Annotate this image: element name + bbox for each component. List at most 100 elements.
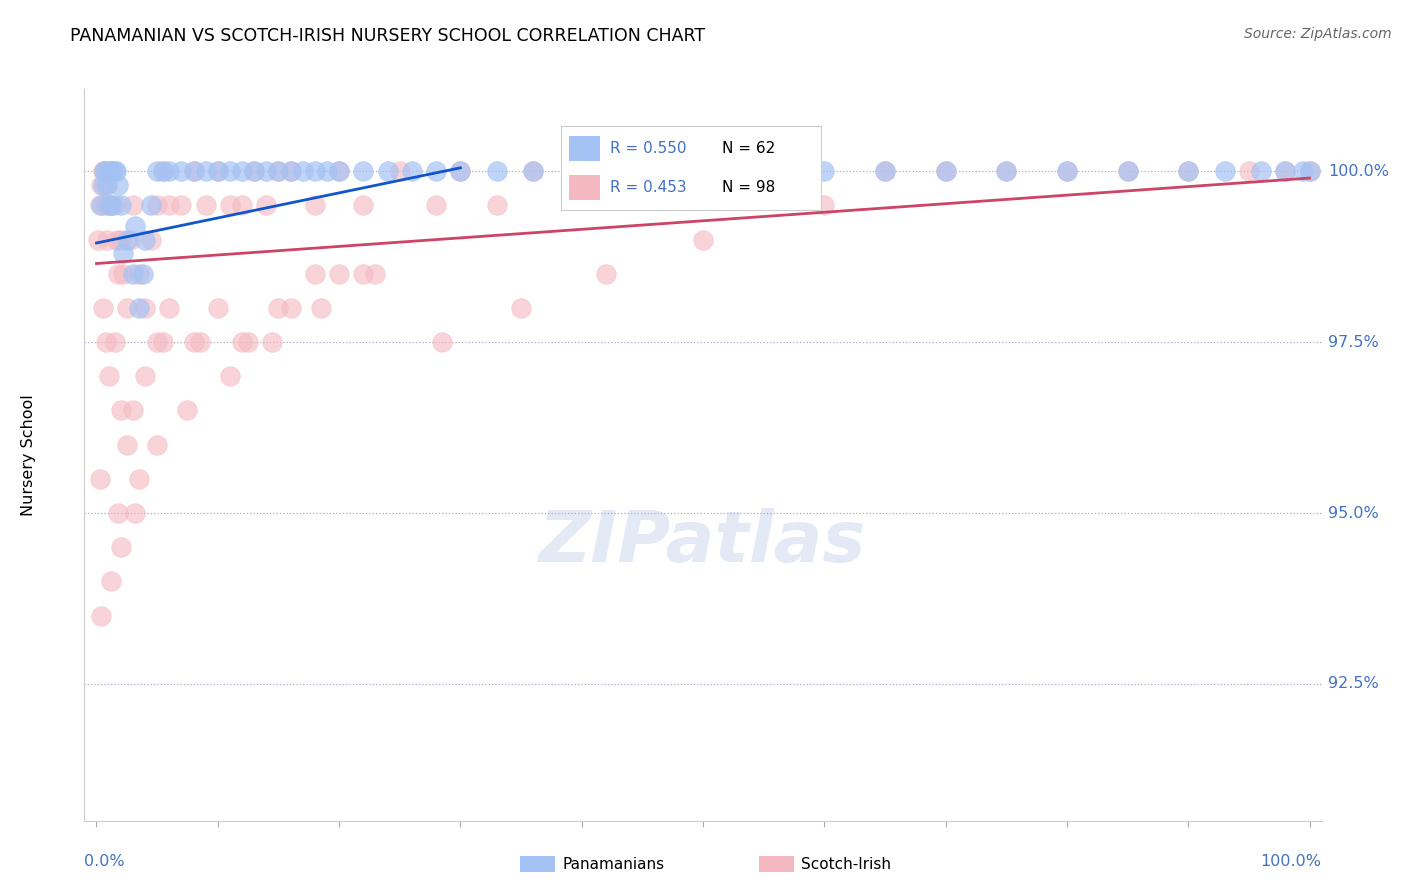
Point: [122, 267, 145, 281]
Point: [716, 164, 738, 178]
Point: [170, 198, 193, 212]
Point: [571, 164, 593, 178]
Point: [91, 301, 114, 315]
Point: [668, 164, 690, 178]
Point: [124, 506, 146, 520]
Point: [104, 335, 127, 350]
Point: [352, 164, 374, 178]
Point: [619, 164, 641, 178]
Point: [124, 219, 146, 233]
Point: [134, 301, 156, 315]
Bar: [568, 175, 600, 200]
Text: N = 98: N = 98: [721, 179, 775, 194]
Point: [183, 335, 205, 350]
Point: [115, 233, 138, 247]
Point: [157, 198, 180, 212]
Point: [100, 164, 122, 178]
Point: [280, 164, 302, 178]
Point: [98, 164, 121, 178]
Point: [1298, 164, 1320, 178]
Text: ZIPatlas: ZIPatlas: [540, 508, 866, 577]
Point: [207, 164, 229, 178]
Point: [115, 301, 138, 315]
Point: [146, 198, 169, 212]
Point: [96, 178, 118, 192]
Point: [425, 198, 447, 212]
Point: [94, 198, 117, 212]
Point: [152, 164, 174, 178]
Point: [485, 198, 508, 212]
Point: [716, 164, 738, 178]
Point: [1274, 164, 1296, 178]
Point: [146, 335, 169, 350]
Point: [194, 164, 217, 178]
Point: [1056, 164, 1078, 178]
Point: [510, 301, 533, 315]
Point: [304, 267, 326, 281]
Point: [328, 267, 350, 281]
Point: [522, 164, 544, 178]
Point: [107, 506, 129, 520]
Point: [280, 164, 302, 178]
Point: [449, 164, 471, 178]
Point: [219, 198, 242, 212]
Point: [101, 198, 124, 212]
Point: [813, 164, 835, 178]
Point: [328, 164, 350, 178]
Text: R = 0.453: R = 0.453: [610, 179, 686, 194]
Point: [131, 267, 153, 281]
Point: [571, 164, 593, 178]
Point: [1213, 164, 1236, 178]
Point: [280, 301, 302, 315]
Point: [183, 164, 205, 178]
Text: Scotch-Irish: Scotch-Irish: [801, 857, 891, 871]
Point: [1250, 164, 1272, 178]
Point: [91, 178, 114, 192]
Point: [231, 198, 253, 212]
Point: [291, 164, 314, 178]
Point: [231, 164, 253, 178]
Point: [96, 164, 118, 178]
Point: [364, 267, 387, 281]
Point: [97, 198, 120, 212]
Point: [104, 164, 127, 178]
Point: [93, 164, 115, 178]
Point: [128, 267, 150, 281]
Point: [128, 301, 150, 315]
Point: [522, 164, 544, 178]
Point: [352, 267, 374, 281]
Point: [1116, 164, 1139, 178]
Point: [122, 198, 145, 212]
Point: [110, 233, 132, 247]
Point: [309, 301, 332, 315]
Point: [101, 164, 124, 178]
Point: [668, 164, 690, 178]
Point: [93, 164, 115, 178]
Point: [432, 335, 454, 350]
Point: [89, 472, 111, 486]
Bar: [568, 136, 600, 161]
Text: 92.5%: 92.5%: [1327, 676, 1378, 691]
Point: [139, 233, 162, 247]
Point: [120, 233, 142, 247]
Point: [128, 472, 150, 486]
Point: [139, 198, 162, 212]
Point: [110, 198, 132, 212]
Point: [267, 164, 290, 178]
Point: [619, 164, 641, 178]
Point: [449, 164, 471, 178]
Point: [170, 164, 193, 178]
Point: [328, 164, 350, 178]
Point: [96, 233, 118, 247]
Point: [176, 403, 198, 417]
Point: [157, 301, 180, 315]
Text: N = 62: N = 62: [721, 141, 775, 156]
Point: [100, 198, 122, 212]
Point: [134, 233, 156, 247]
Point: [262, 335, 284, 350]
Point: [110, 403, 132, 417]
Point: [813, 198, 835, 212]
Point: [352, 198, 374, 212]
Point: [401, 164, 423, 178]
Point: [100, 574, 122, 589]
